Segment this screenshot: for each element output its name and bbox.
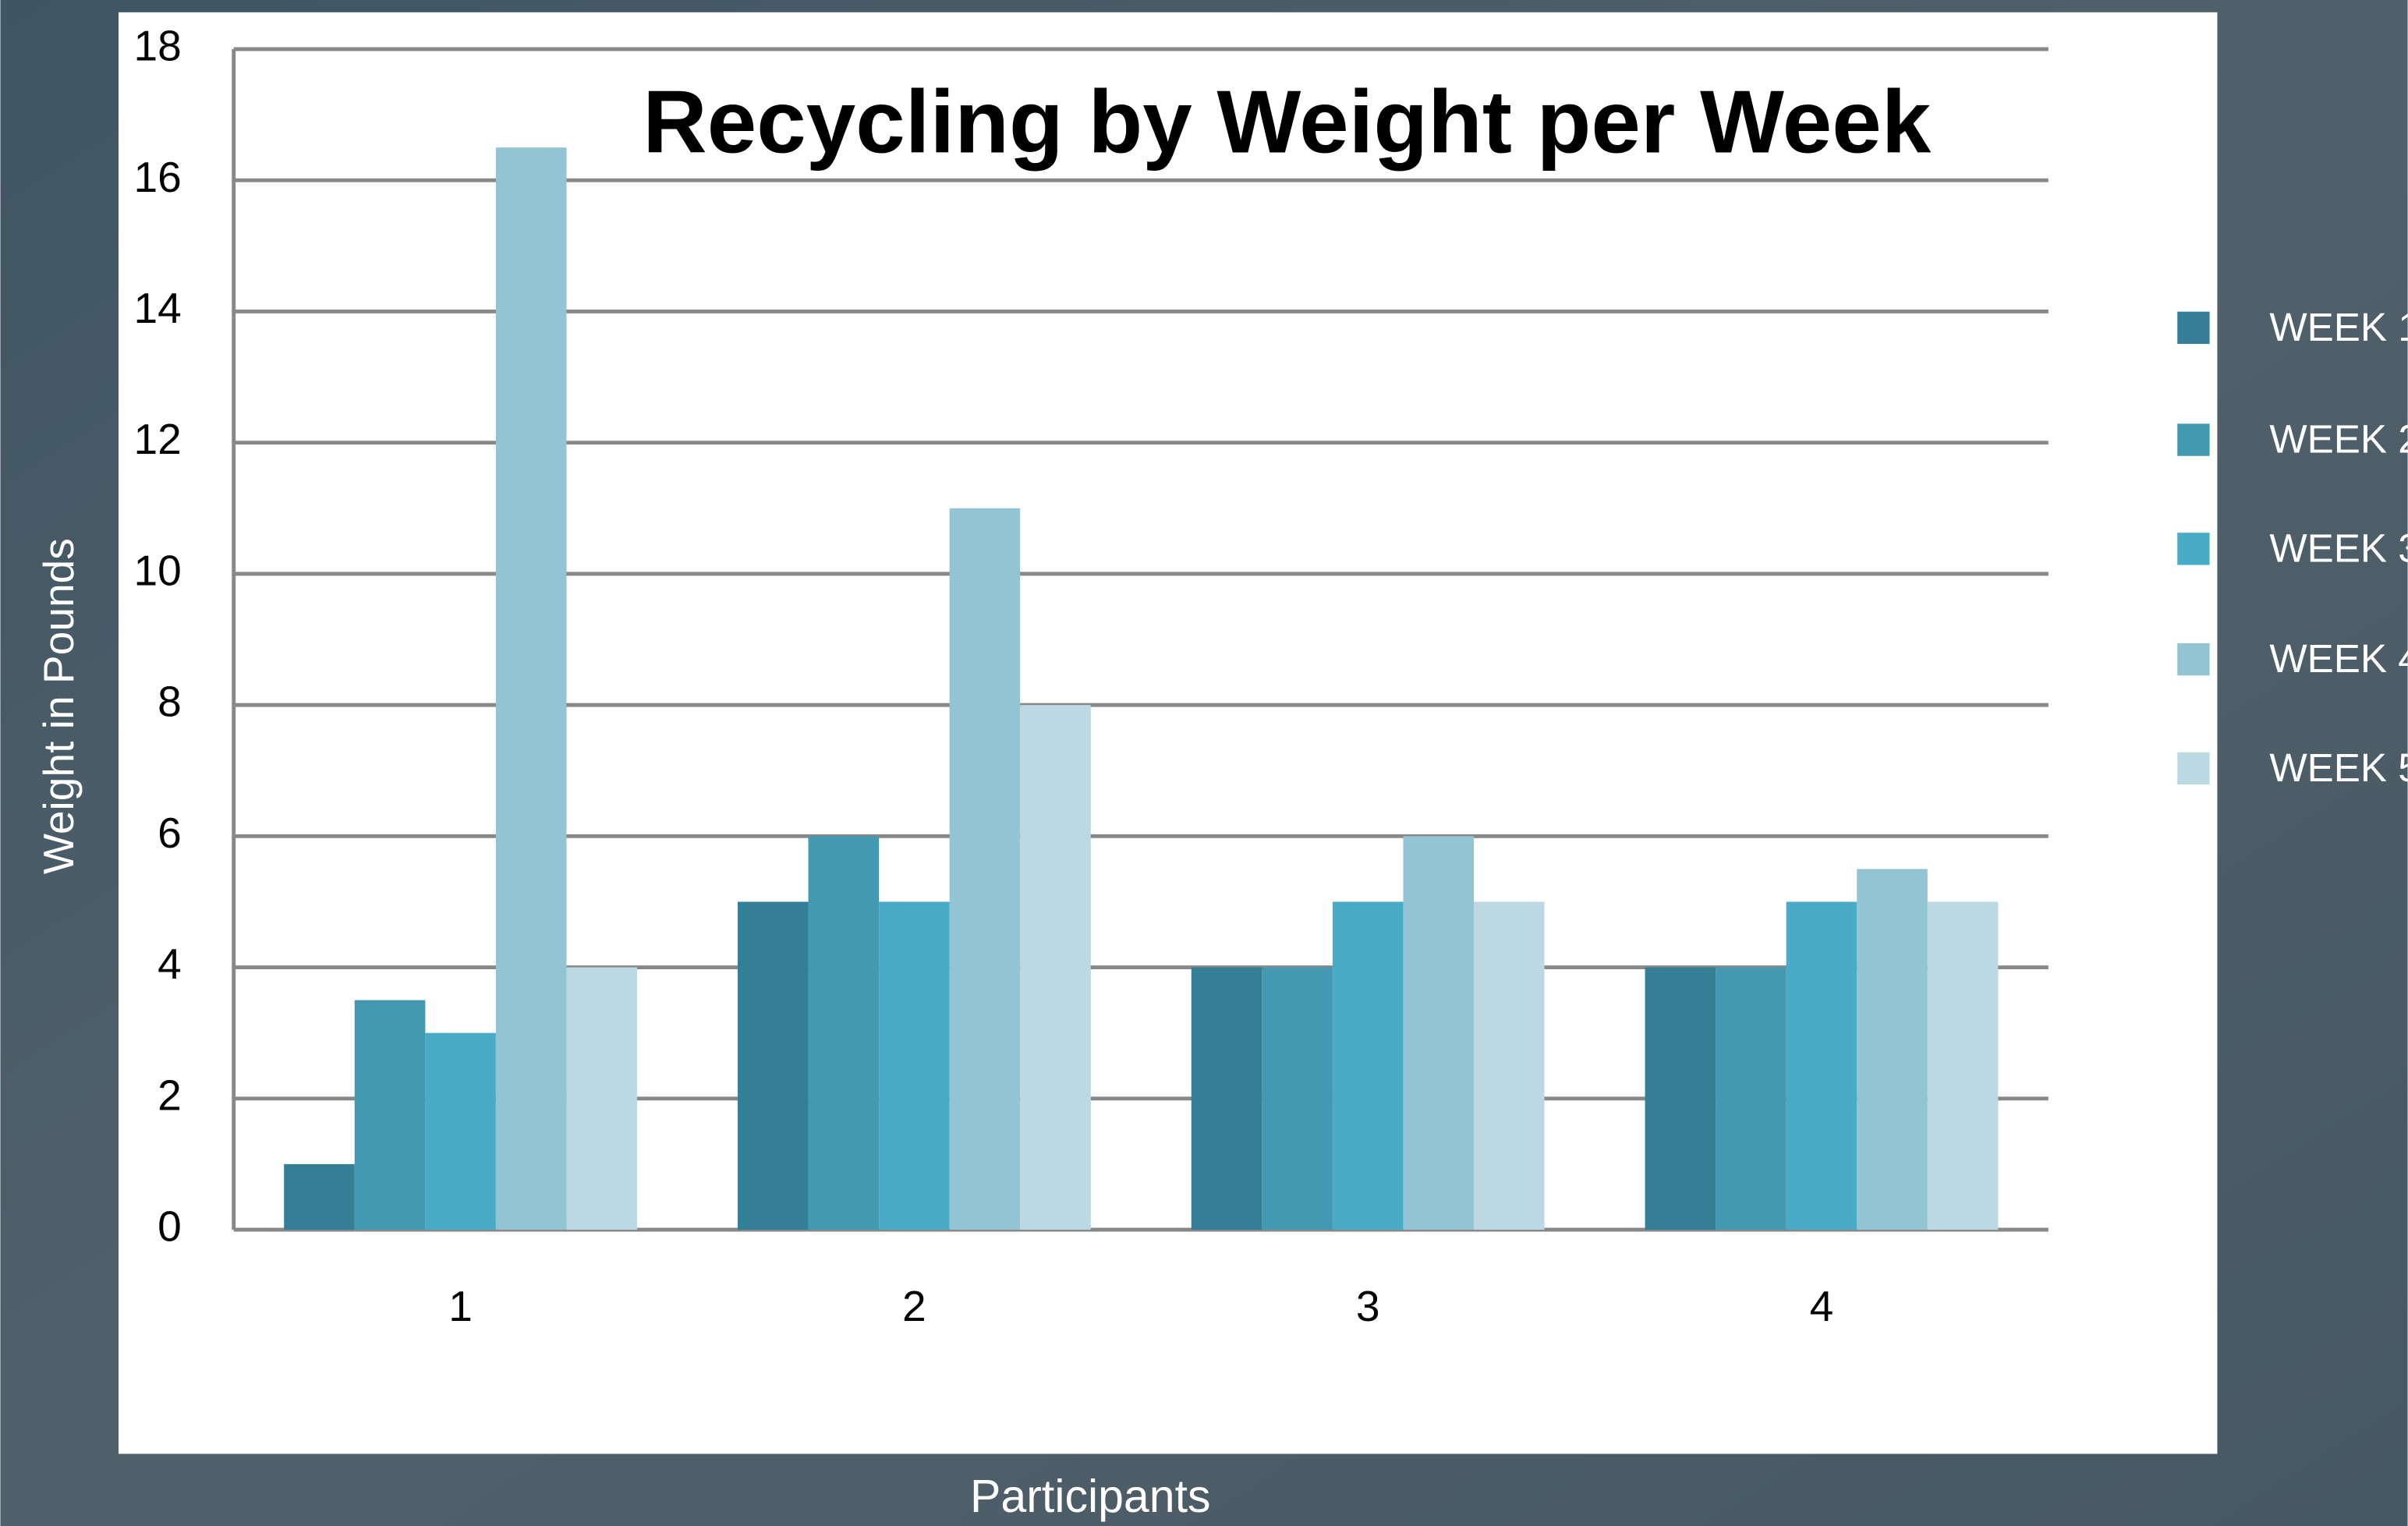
y-tick-label: 2 [158, 1071, 182, 1119]
y-tick-label: 18 [133, 22, 181, 70]
x-tick-label: 1 [448, 1282, 473, 1330]
bar [425, 1033, 496, 1230]
legend-label: WEEK 2 [2269, 417, 2408, 462]
y-tick-label: 10 [133, 546, 181, 594]
legend-label: WEEK 5 [2269, 745, 2408, 790]
y-tick-label: 16 [133, 153, 181, 201]
chart: Recycling by Weight per Week Participant… [0, 0, 2408, 1526]
page: {"chart_data":{"type":"bar","title":"Rec… [0, 0, 2408, 1526]
bar [566, 968, 637, 1230]
bar [496, 147, 567, 1230]
legend-swatch [2177, 643, 2209, 675]
legend-swatch [2177, 752, 2209, 784]
legend-swatch [2177, 533, 2209, 565]
bar [355, 1000, 426, 1230]
bar [879, 901, 950, 1230]
y-tick-label: 6 [158, 809, 182, 857]
y-tick-label: 14 [133, 284, 181, 332]
bar [1333, 901, 1404, 1230]
x-tick-label: 2 [902, 1282, 926, 1330]
bar [1474, 901, 1545, 1230]
legend-swatch [2177, 312, 2209, 344]
bar [1857, 869, 1928, 1230]
bar [1645, 968, 1716, 1230]
y-tick-label: 0 [158, 1202, 182, 1251]
bar [950, 508, 1021, 1230]
y-tick-label: 8 [158, 678, 182, 726]
legend-label: WEEK 1 [2269, 305, 2408, 349]
bar [1192, 968, 1262, 1230]
bar [809, 836, 880, 1230]
y-tick-label: 12 [133, 415, 181, 463]
bar [1787, 901, 1857, 1230]
plot-panel [119, 12, 2217, 1454]
x-tick-label: 4 [1810, 1282, 1834, 1330]
bar [1403, 836, 1474, 1230]
y-axis-title: Weight in Pounds [34, 538, 83, 874]
x-axis-title: Participants [970, 1471, 1211, 1522]
bar [1716, 968, 1787, 1230]
bar [284, 1164, 355, 1230]
y-tick-label: 4 [158, 940, 182, 988]
bar [1928, 901, 1999, 1230]
bar [1020, 705, 1091, 1230]
legend-label: WEEK 4 [2269, 636, 2408, 681]
chart-title: Recycling by Weight per Week [643, 73, 1931, 172]
bar [738, 901, 809, 1230]
legend-label: WEEK 3 [2269, 526, 2408, 570]
bar [1262, 968, 1333, 1230]
legend-swatch [2177, 423, 2209, 455]
x-tick-label: 3 [1356, 1282, 1380, 1330]
